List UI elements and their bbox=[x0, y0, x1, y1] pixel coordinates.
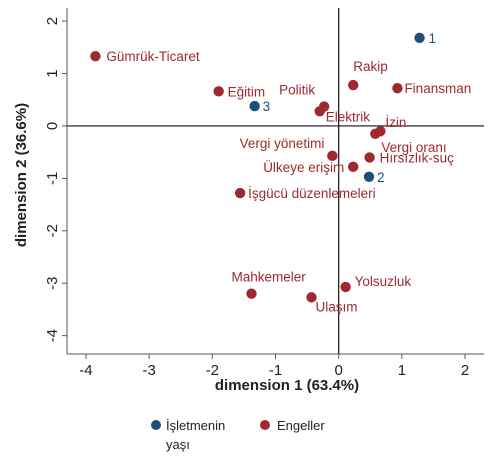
data-point bbox=[348, 79, 359, 91]
x-axis-title: dimension 1 (63.4%) bbox=[215, 377, 359, 394]
x-tick-label: -3 bbox=[142, 362, 155, 379]
data-label: Mahkemeler bbox=[231, 270, 306, 285]
y-axis-ticks: -4 -3 -2 -1 0 1 2 bbox=[44, 17, 67, 342]
data-point bbox=[213, 86, 224, 97]
data-label: Finansman bbox=[404, 81, 471, 96]
axes: -4 -3 -2 -1 0 1 2 -4 -3 -2 -1 0 1 2 dimension 1 (63.… bbox=[13, 8, 484, 394]
y-axis-title: dimension 2 (36.6%) bbox=[13, 103, 30, 247]
data-label: İzin bbox=[385, 115, 406, 130]
data-label: İşgücü düzenlemeleri bbox=[248, 186, 376, 201]
data-point bbox=[414, 32, 425, 44]
legend-swatch-firm-age bbox=[151, 420, 161, 430]
plot-area: 1 2 3 Gümrük-Ticaret Eğitim Politik Rakip Finan… bbox=[67, 8, 484, 354]
data-point bbox=[246, 288, 257, 299]
data-point bbox=[327, 150, 338, 162]
x-axis-ticks: -4 -3 -2 -1 0 1 2 bbox=[79, 354, 469, 379]
data-point bbox=[90, 51, 101, 62]
data-label: Yolsuzluk bbox=[355, 274, 412, 289]
data-label: Ülkeye erişim bbox=[263, 160, 344, 175]
data-label: Elektrik bbox=[326, 109, 371, 124]
legend-label-firm-age-line1: İşletmenin bbox=[166, 418, 225, 433]
data-point bbox=[348, 161, 359, 173]
x-tick-label: 0 bbox=[335, 362, 343, 379]
legend-label-obstacles: Engeller bbox=[277, 418, 325, 433]
data-point bbox=[370, 128, 381, 140]
y-tick-label: -1 bbox=[44, 172, 61, 185]
y-tick-label: -4 bbox=[44, 329, 61, 342]
data-label: Eğitim bbox=[228, 84, 266, 99]
data-label: Vergi yönetimi bbox=[240, 136, 325, 151]
legend-swatch-obstacles bbox=[260, 420, 270, 430]
x-tick-label: -2 bbox=[206, 362, 219, 379]
legend-label-firm-age-line2: yaşı bbox=[166, 437, 190, 452]
data-point bbox=[306, 292, 317, 303]
x-tick-label: -4 bbox=[79, 362, 92, 379]
data-point bbox=[364, 152, 375, 163]
data-label: Ulaşım bbox=[316, 299, 358, 314]
series-obstacles: Gümrük-Ticaret Eğitim Politik Rakip Finansma… bbox=[90, 49, 471, 314]
data-label: Rakip bbox=[353, 59, 388, 74]
y-tick-label: -3 bbox=[44, 277, 61, 290]
data-point bbox=[363, 171, 375, 183]
data-label: 2 bbox=[377, 170, 385, 185]
data-point bbox=[314, 106, 325, 117]
series-firm-age: 1 2 3 bbox=[249, 31, 436, 185]
x-tick-label: 2 bbox=[461, 362, 469, 379]
data-label: Gümrük-Ticaret bbox=[106, 49, 200, 64]
data-label: Hırsızlık-suç bbox=[380, 150, 455, 165]
data-point bbox=[340, 281, 351, 293]
x-tick-label: -1 bbox=[269, 362, 282, 379]
data-label: 1 bbox=[429, 31, 437, 46]
data-label: Politik bbox=[279, 83, 315, 98]
data-point bbox=[392, 83, 403, 94]
data-label: 3 bbox=[263, 99, 271, 114]
y-tick-label: -2 bbox=[44, 224, 61, 237]
legend: İşletmenin yaşı Engeller bbox=[151, 418, 325, 452]
y-tick-label: 1 bbox=[44, 69, 61, 77]
data-point bbox=[234, 187, 246, 199]
data-point bbox=[249, 100, 260, 112]
y-tick-label: 0 bbox=[44, 122, 61, 130]
data-points: 1 2 3 Gümrük-Ticaret Eğitim Politik Rakip Finan… bbox=[90, 31, 471, 314]
x-tick-label: 1 bbox=[398, 362, 406, 379]
y-tick-label: 2 bbox=[44, 17, 61, 25]
data-label: Vergi oranı bbox=[381, 140, 446, 155]
